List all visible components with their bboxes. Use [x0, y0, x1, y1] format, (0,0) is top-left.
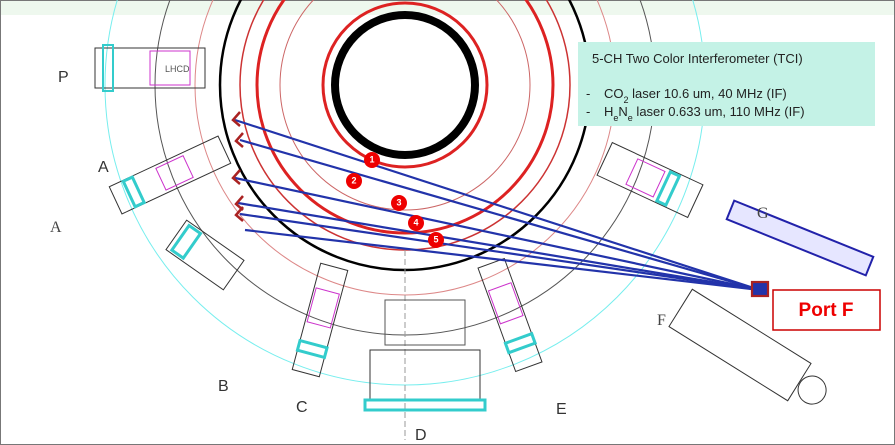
text: laser 10.6 um, 40 MHz (IF) [629, 86, 787, 101]
text: CO [604, 86, 624, 101]
text: laser 0.633 um, 110 MHz (IF) [633, 104, 805, 119]
port-label: F [657, 312, 666, 329]
port-label: G [757, 205, 769, 222]
port-label: D [415, 427, 427, 444]
port-label: B [218, 378, 229, 395]
port-label: C [296, 399, 308, 416]
channel-label: 2 [351, 175, 356, 185]
channel-label: 5 [433, 234, 438, 244]
port-label: P [58, 69, 69, 86]
text: H [604, 104, 613, 119]
callout-label: Port F [799, 300, 854, 321]
channel-label: 4 [413, 217, 418, 227]
port-label: E [556, 401, 567, 418]
info-title: 5-CH Two Color Interferometer (TCI) [592, 51, 803, 66]
top-strip [1, 1, 894, 15]
bullet: - [586, 86, 590, 101]
diagram: 1 2 3 4 5 P A A B C D E F G LHCD 5-CH Tw… [0, 0, 895, 445]
bullet: - [586, 104, 590, 119]
text: N [618, 104, 627, 119]
lhcd-label: LHCD [165, 64, 190, 74]
channel-label: 3 [396, 197, 401, 207]
channel-label: 1 [369, 154, 374, 164]
port-label: A [50, 219, 62, 236]
port-label: A [98, 159, 109, 176]
